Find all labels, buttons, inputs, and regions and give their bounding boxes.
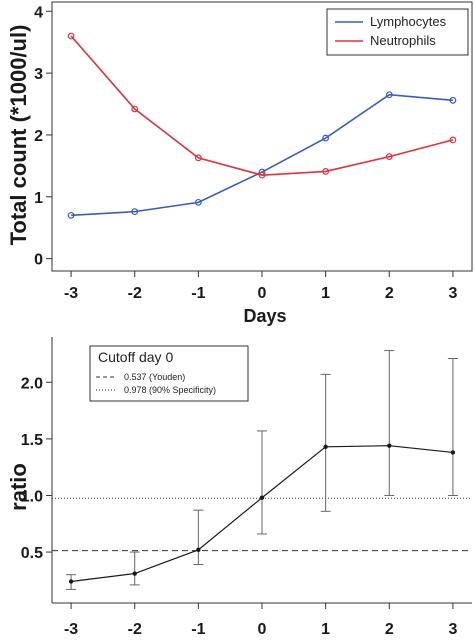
bottom-x-tick-label: 2 [385, 621, 394, 638]
data-point-neutrophils [67, 32, 75, 40]
top-y-tick-label: 0 [34, 252, 43, 269]
legend-label-neutrophils: Neutrophils [370, 33, 436, 48]
cutoff-legend-box [89, 345, 249, 402]
top-x-tick-label: -3 [64, 285, 78, 302]
bottom-y-tick-label: 1.5 [21, 432, 43, 449]
data-point-lymphocytes [131, 208, 139, 216]
top-x-tick-label: 0 [258, 285, 267, 302]
bottom-x-tick-label: 3 [448, 621, 457, 638]
top-legend: Lymphocytes Neutrophils [326, 8, 469, 56]
bottom-x-tick-label: 1 [321, 621, 330, 638]
bottom-x-tick-label: 0 [258, 621, 267, 638]
data-point-neutrophils [194, 154, 202, 162]
ratio-data-point [196, 547, 201, 552]
data-point-lymphocytes [385, 91, 393, 99]
top-legend-box [326, 8, 469, 56]
top-x-tick-label: -1 [191, 285, 205, 302]
cutoff-legend: Cutoff day 0 0.537 (Youden) 0.978 (90% S… [89, 345, 249, 402]
ratio-chart: ratio -3 -2 -1 0 1 2 3 0.5 1.0 1.5 2.0 Cutoff day … [6, 337, 472, 638]
top-x-tick-label: 3 [448, 285, 457, 302]
bottom-x-tick-label: -3 [64, 621, 78, 638]
legend-label-youden: 0.537 (Youden) [124, 372, 185, 382]
bottom-y-tick-label: 2.0 [21, 375, 43, 392]
top-y-tick-label: 1 [34, 190, 43, 207]
data-point-lymphocytes [194, 198, 202, 206]
top-y-axis-title: Total count (*1000/ul) [6, 25, 31, 246]
bottom-x-tick-label: -1 [191, 621, 205, 638]
cutoff-legend-title: Cutoff day 0 [98, 349, 173, 365]
bottom-y-tick-label: 1.0 [21, 488, 43, 505]
legend-label-specificity: 0.978 (90% Specificity) [124, 385, 216, 395]
bottom-x-tick-label: -2 [128, 621, 142, 638]
ratio-data-point [68, 579, 74, 584]
data-point-lymphocytes [449, 96, 457, 104]
legend-label-lymphocytes: Lymphocytes [370, 14, 447, 29]
bottom-y-tick-label: 0.5 [21, 545, 43, 562]
data-point-neutrophils [322, 168, 330, 175]
data-point-neutrophils [449, 136, 457, 144]
top-y-tick-label: 4 [34, 4, 43, 21]
top-x-tick-label: 2 [385, 285, 394, 302]
top-x-axis-title: Days [243, 306, 286, 326]
ratio-data-point [132, 571, 137, 576]
data-point-neutrophils [258, 171, 266, 179]
data-point-lymphocytes [322, 134, 330, 142]
series-line-neutrophils [70, 35, 454, 176]
top-y-tick-label: 2 [34, 128, 43, 145]
lymphocyte-neutrophil-count-chart: Total count (*1000/ul) Days -3 -2 -1 0 1 2 3 0 1… [6, 1, 473, 326]
data-point-neutrophils [385, 153, 393, 160]
top-y-tick-label: 3 [34, 66, 43, 83]
data-point-lymphocytes [67, 211, 75, 219]
data-point-neutrophils [131, 105, 139, 113]
ratio-data-point [387, 443, 392, 448]
bottom-y-axis-title: ratio [6, 463, 31, 511]
ratio-data-point [450, 450, 456, 455]
ratio-data-point [323, 444, 328, 449]
top-x-tick-label: -2 [128, 285, 142, 302]
ratio-data-point [259, 495, 265, 500]
top-x-tick-label: 1 [321, 285, 330, 302]
